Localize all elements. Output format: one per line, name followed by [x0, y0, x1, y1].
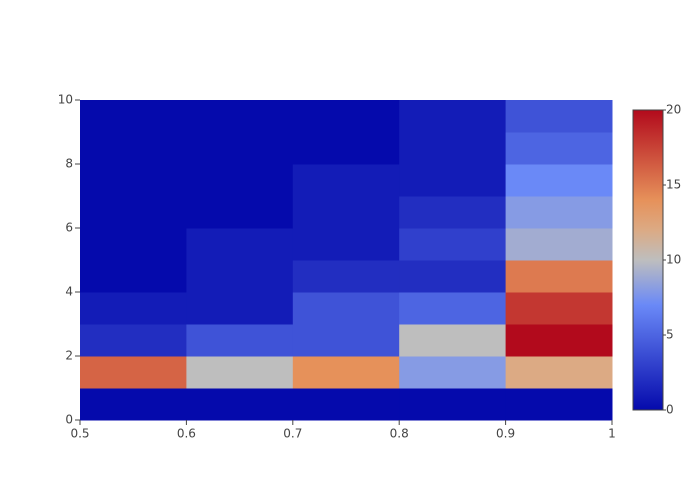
heatmap-cell: [186, 132, 294, 165]
colorbar-tick-label: 0: [666, 403, 674, 417]
heatmap-cell: [399, 356, 507, 389]
y-tick-label: 2: [65, 349, 73, 363]
heatmap-cell: [399, 228, 507, 261]
heatmap-cell: [292, 196, 400, 229]
heatmap-cell: [399, 324, 507, 357]
heatmap-cell: [399, 260, 507, 293]
heatmap-cell: [292, 356, 400, 389]
heatmap-cell: [186, 356, 294, 389]
heatmap-cell: [505, 164, 613, 197]
x-tick-label: 0.8: [390, 427, 409, 441]
heatmap-cell: [399, 388, 507, 421]
heatmap-cell: [292, 100, 400, 133]
heatmap-cell: [399, 164, 507, 197]
colorbar-tick-label: 5: [666, 328, 674, 342]
heatmap-cell: [186, 260, 294, 293]
colorbar-tick-label: 10: [666, 253, 681, 267]
heatmap-cell: [186, 324, 294, 357]
x-tick-label: 1: [608, 427, 616, 441]
y-tick-label: 6: [65, 221, 73, 235]
heatmap-cell: [80, 132, 187, 165]
y-tick-label: 0: [65, 413, 73, 427]
heatmap-cell: [80, 164, 187, 197]
heatmap-cell: [505, 388, 613, 421]
heatmap-cell: [186, 164, 294, 197]
heatmap-cell: [186, 100, 294, 133]
x-tick-label: 0.5: [70, 427, 89, 441]
heatmap-cell: [505, 196, 613, 229]
heatmap-cell: [505, 100, 613, 133]
y-tick-label: 10: [58, 93, 73, 107]
heatmap-cell: [186, 196, 294, 229]
heatmap-cell: [292, 324, 400, 357]
heatmap-cell: [505, 132, 613, 165]
heatmap-cell: [292, 164, 400, 197]
heatmap-cell: [505, 260, 613, 293]
heatmap-cell: [186, 388, 294, 421]
colorbar-tick-label: 15: [666, 178, 681, 192]
x-tick-label: 0.7: [283, 427, 302, 441]
x-tick-label: 0.9: [496, 427, 515, 441]
heatmap-cell: [80, 228, 187, 261]
heatmap-cell: [505, 356, 613, 389]
heatmap-cell: [399, 292, 507, 325]
colorbar-tick-label: 20: [666, 103, 681, 117]
heatmap-cell: [292, 228, 400, 261]
heatmap-cell: [399, 196, 507, 229]
heatmap-cell: [80, 292, 187, 325]
x-tick-label: 0.6: [177, 427, 196, 441]
heatmap-cell: [186, 292, 294, 325]
heatmap-cell: [292, 388, 400, 421]
heatmap-cell: [80, 324, 187, 357]
heatmap-cell: [505, 228, 613, 261]
heatmap-cell: [399, 132, 507, 165]
colorbar: [632, 109, 664, 411]
heatmap-cell: [186, 228, 294, 261]
y-tick-label: 8: [65, 157, 73, 171]
heatmap-cell: [80, 356, 187, 389]
heatmap-cell: [80, 388, 187, 421]
heatmap-cell: [80, 196, 187, 229]
heatmap-cell: [505, 292, 613, 325]
heatmap-cell: [292, 260, 400, 293]
heatmap-cell: [505, 324, 613, 357]
heatmap-cell: [292, 132, 400, 165]
y-tick-label: 4: [65, 285, 73, 299]
heatmap-cell: [399, 100, 507, 133]
heatmap-cell: [80, 100, 187, 133]
heatmap-cell: [292, 292, 400, 325]
heatmap-cell: [80, 260, 187, 293]
